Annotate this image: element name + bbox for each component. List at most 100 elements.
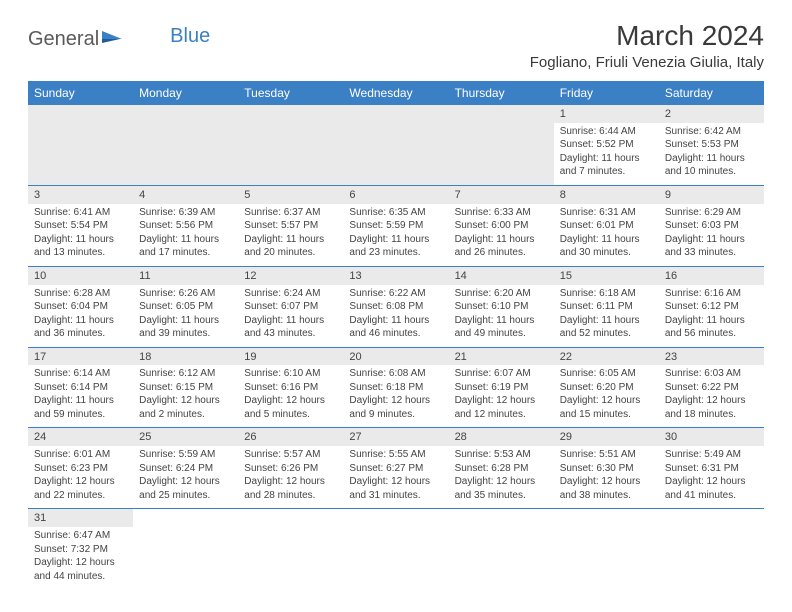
daylight-line: Daylight: 12 hours <box>455 475 548 489</box>
daylight-line: and 26 minutes. <box>455 246 548 260</box>
calendar-day-cell: 24Sunrise: 6:01 AMSunset: 6:23 PMDayligh… <box>28 428 133 509</box>
sunset-line: Sunset: 5:52 PM <box>560 138 653 152</box>
calendar-day-cell: 29Sunrise: 5:51 AMSunset: 6:30 PMDayligh… <box>554 428 659 509</box>
calendar-day-cell: 21Sunrise: 6:07 AMSunset: 6:19 PMDayligh… <box>449 347 554 428</box>
daylight-line: Daylight: 11 hours <box>139 233 232 247</box>
sunset-line: Sunset: 5:59 PM <box>349 219 442 233</box>
day-number: 17 <box>28 348 133 366</box>
sunrise-line: Sunrise: 6:10 AM <box>244 367 337 381</box>
calendar-day-cell: 26Sunrise: 5:57 AMSunset: 6:26 PMDayligh… <box>238 428 343 509</box>
calendar-week-row: 17Sunrise: 6:14 AMSunset: 6:14 PMDayligh… <box>28 347 764 428</box>
day-number: 8 <box>554 186 659 204</box>
sunrise-line: Sunrise: 5:59 AM <box>139 448 232 462</box>
day-number: 2 <box>659 105 764 123</box>
daylight-line: Daylight: 11 hours <box>455 233 548 247</box>
sunrise-line: Sunrise: 6:18 AM <box>560 287 653 301</box>
sunrise-line: Sunrise: 6:29 AM <box>665 206 758 220</box>
calendar-day-cell: 23Sunrise: 6:03 AMSunset: 6:22 PMDayligh… <box>659 347 764 428</box>
calendar-day-cell: 28Sunrise: 5:53 AMSunset: 6:28 PMDayligh… <box>449 428 554 509</box>
daylight-line: Daylight: 11 hours <box>455 314 548 328</box>
sunrise-line: Sunrise: 5:53 AM <box>455 448 548 462</box>
month-title: March 2024 <box>530 20 764 52</box>
day-number: 4 <box>133 186 238 204</box>
sunrise-line: Sunrise: 6:03 AM <box>665 367 758 381</box>
sunset-line: Sunset: 6:26 PM <box>244 462 337 476</box>
day-number: 5 <box>238 186 343 204</box>
sunset-line: Sunset: 6:11 PM <box>560 300 653 314</box>
sunset-line: Sunset: 6:19 PM <box>455 381 548 395</box>
sunset-line: Sunset: 6:10 PM <box>455 300 548 314</box>
calendar-day-cell: 1Sunrise: 6:44 AMSunset: 5:52 PMDaylight… <box>554 105 659 185</box>
logo: General Blue <box>28 28 210 51</box>
sunset-line: Sunset: 6:16 PM <box>244 381 337 395</box>
daylight-line: Daylight: 11 hours <box>560 314 653 328</box>
calendar-day-cell <box>449 509 554 589</box>
daylight-line: Daylight: 11 hours <box>244 314 337 328</box>
day-number: 10 <box>28 267 133 285</box>
sunset-line: Sunset: 6:01 PM <box>560 219 653 233</box>
calendar-day-cell: 5Sunrise: 6:37 AMSunset: 5:57 PMDaylight… <box>238 185 343 266</box>
sunset-line: Sunset: 6:03 PM <box>665 219 758 233</box>
sunset-line: Sunset: 6:15 PM <box>139 381 232 395</box>
weekday-header: Friday <box>554 81 659 105</box>
sunset-line: Sunset: 6:22 PM <box>665 381 758 395</box>
sunset-line: Sunset: 6:08 PM <box>349 300 442 314</box>
daylight-line: Daylight: 12 hours <box>244 475 337 489</box>
calendar-day-cell <box>343 105 448 185</box>
day-number: 18 <box>133 348 238 366</box>
calendar-day-cell: 14Sunrise: 6:20 AMSunset: 6:10 PMDayligh… <box>449 266 554 347</box>
calendar-day-cell: 20Sunrise: 6:08 AMSunset: 6:18 PMDayligh… <box>343 347 448 428</box>
daylight-line: and 10 minutes. <box>665 165 758 179</box>
calendar-day-cell: 17Sunrise: 6:14 AMSunset: 6:14 PMDayligh… <box>28 347 133 428</box>
daylight-line: Daylight: 11 hours <box>665 152 758 166</box>
daylight-line: and 23 minutes. <box>349 246 442 260</box>
sunrise-line: Sunrise: 6:08 AM <box>349 367 442 381</box>
sunrise-line: Sunrise: 5:57 AM <box>244 448 337 462</box>
weekday-header: Wednesday <box>343 81 448 105</box>
day-number: 12 <box>238 267 343 285</box>
daylight-line: Daylight: 11 hours <box>665 314 758 328</box>
daylight-line: Daylight: 12 hours <box>349 475 442 489</box>
day-number: 14 <box>449 267 554 285</box>
daylight-line: and 20 minutes. <box>244 246 337 260</box>
calendar-day-cell: 2 Sunrise: 6:42 AMSunset: 5:53 PMDaylight… <box>659 105 764 185</box>
daylight-line: Daylight: 12 hours <box>34 475 127 489</box>
day-number: 16 <box>659 267 764 285</box>
daylight-line: Daylight: 12 hours <box>139 475 232 489</box>
daylight-line: and 25 minutes. <box>139 489 232 503</box>
daylight-line: and 2 minutes. <box>139 408 232 422</box>
sunset-line: Sunset: 6:07 PM <box>244 300 337 314</box>
sunrise-line: Sunrise: 5:55 AM <box>349 448 442 462</box>
sunrise-line: Sunrise: 6:26 AM <box>139 287 232 301</box>
sunset-line: Sunset: 6:00 PM <box>455 219 548 233</box>
weekday-header: Monday <box>133 81 238 105</box>
sunrise-line: Sunrise: 6:31 AM <box>560 206 653 220</box>
calendar-day-cell <box>238 105 343 185</box>
day-number: 20 <box>343 348 448 366</box>
sunset-line: Sunset: 6:12 PM <box>665 300 758 314</box>
sunset-line: Sunset: 5:53 PM <box>665 138 758 152</box>
sunset-line: Sunset: 5:56 PM <box>139 219 232 233</box>
calendar-day-cell: 19Sunrise: 6:10 AMSunset: 6:16 PMDayligh… <box>238 347 343 428</box>
sunrise-line: Sunrise: 5:51 AM <box>560 448 653 462</box>
daylight-line: and 36 minutes. <box>34 327 127 341</box>
calendar-table: SundayMondayTuesdayWednesdayThursdayFrid… <box>28 81 764 589</box>
weekday-header: Sunday <box>28 81 133 105</box>
sunset-line: Sunset: 6:27 PM <box>349 462 442 476</box>
daylight-line: and 13 minutes. <box>34 246 127 260</box>
day-number: 11 <box>133 267 238 285</box>
sunrise-line: Sunrise: 6:42 AM <box>665 125 758 139</box>
sunset-line: Sunset: 6:24 PM <box>139 462 232 476</box>
daylight-line: and 49 minutes. <box>455 327 548 341</box>
calendar-day-cell <box>343 509 448 589</box>
sunrise-line: Sunrise: 6:37 AM <box>244 206 337 220</box>
daylight-line: Daylight: 12 hours <box>665 394 758 408</box>
calendar-day-cell: 3Sunrise: 6:41 AMSunset: 5:54 PMDaylight… <box>28 185 133 266</box>
calendar-day-cell: 13Sunrise: 6:22 AMSunset: 6:08 PMDayligh… <box>343 266 448 347</box>
day-number: 24 <box>28 428 133 446</box>
sunrise-line: Sunrise: 6:01 AM <box>34 448 127 462</box>
sunrise-line: Sunrise: 6:28 AM <box>34 287 127 301</box>
day-number: 31 <box>28 509 133 527</box>
daylight-line: Daylight: 12 hours <box>139 394 232 408</box>
day-number: 19 <box>238 348 343 366</box>
